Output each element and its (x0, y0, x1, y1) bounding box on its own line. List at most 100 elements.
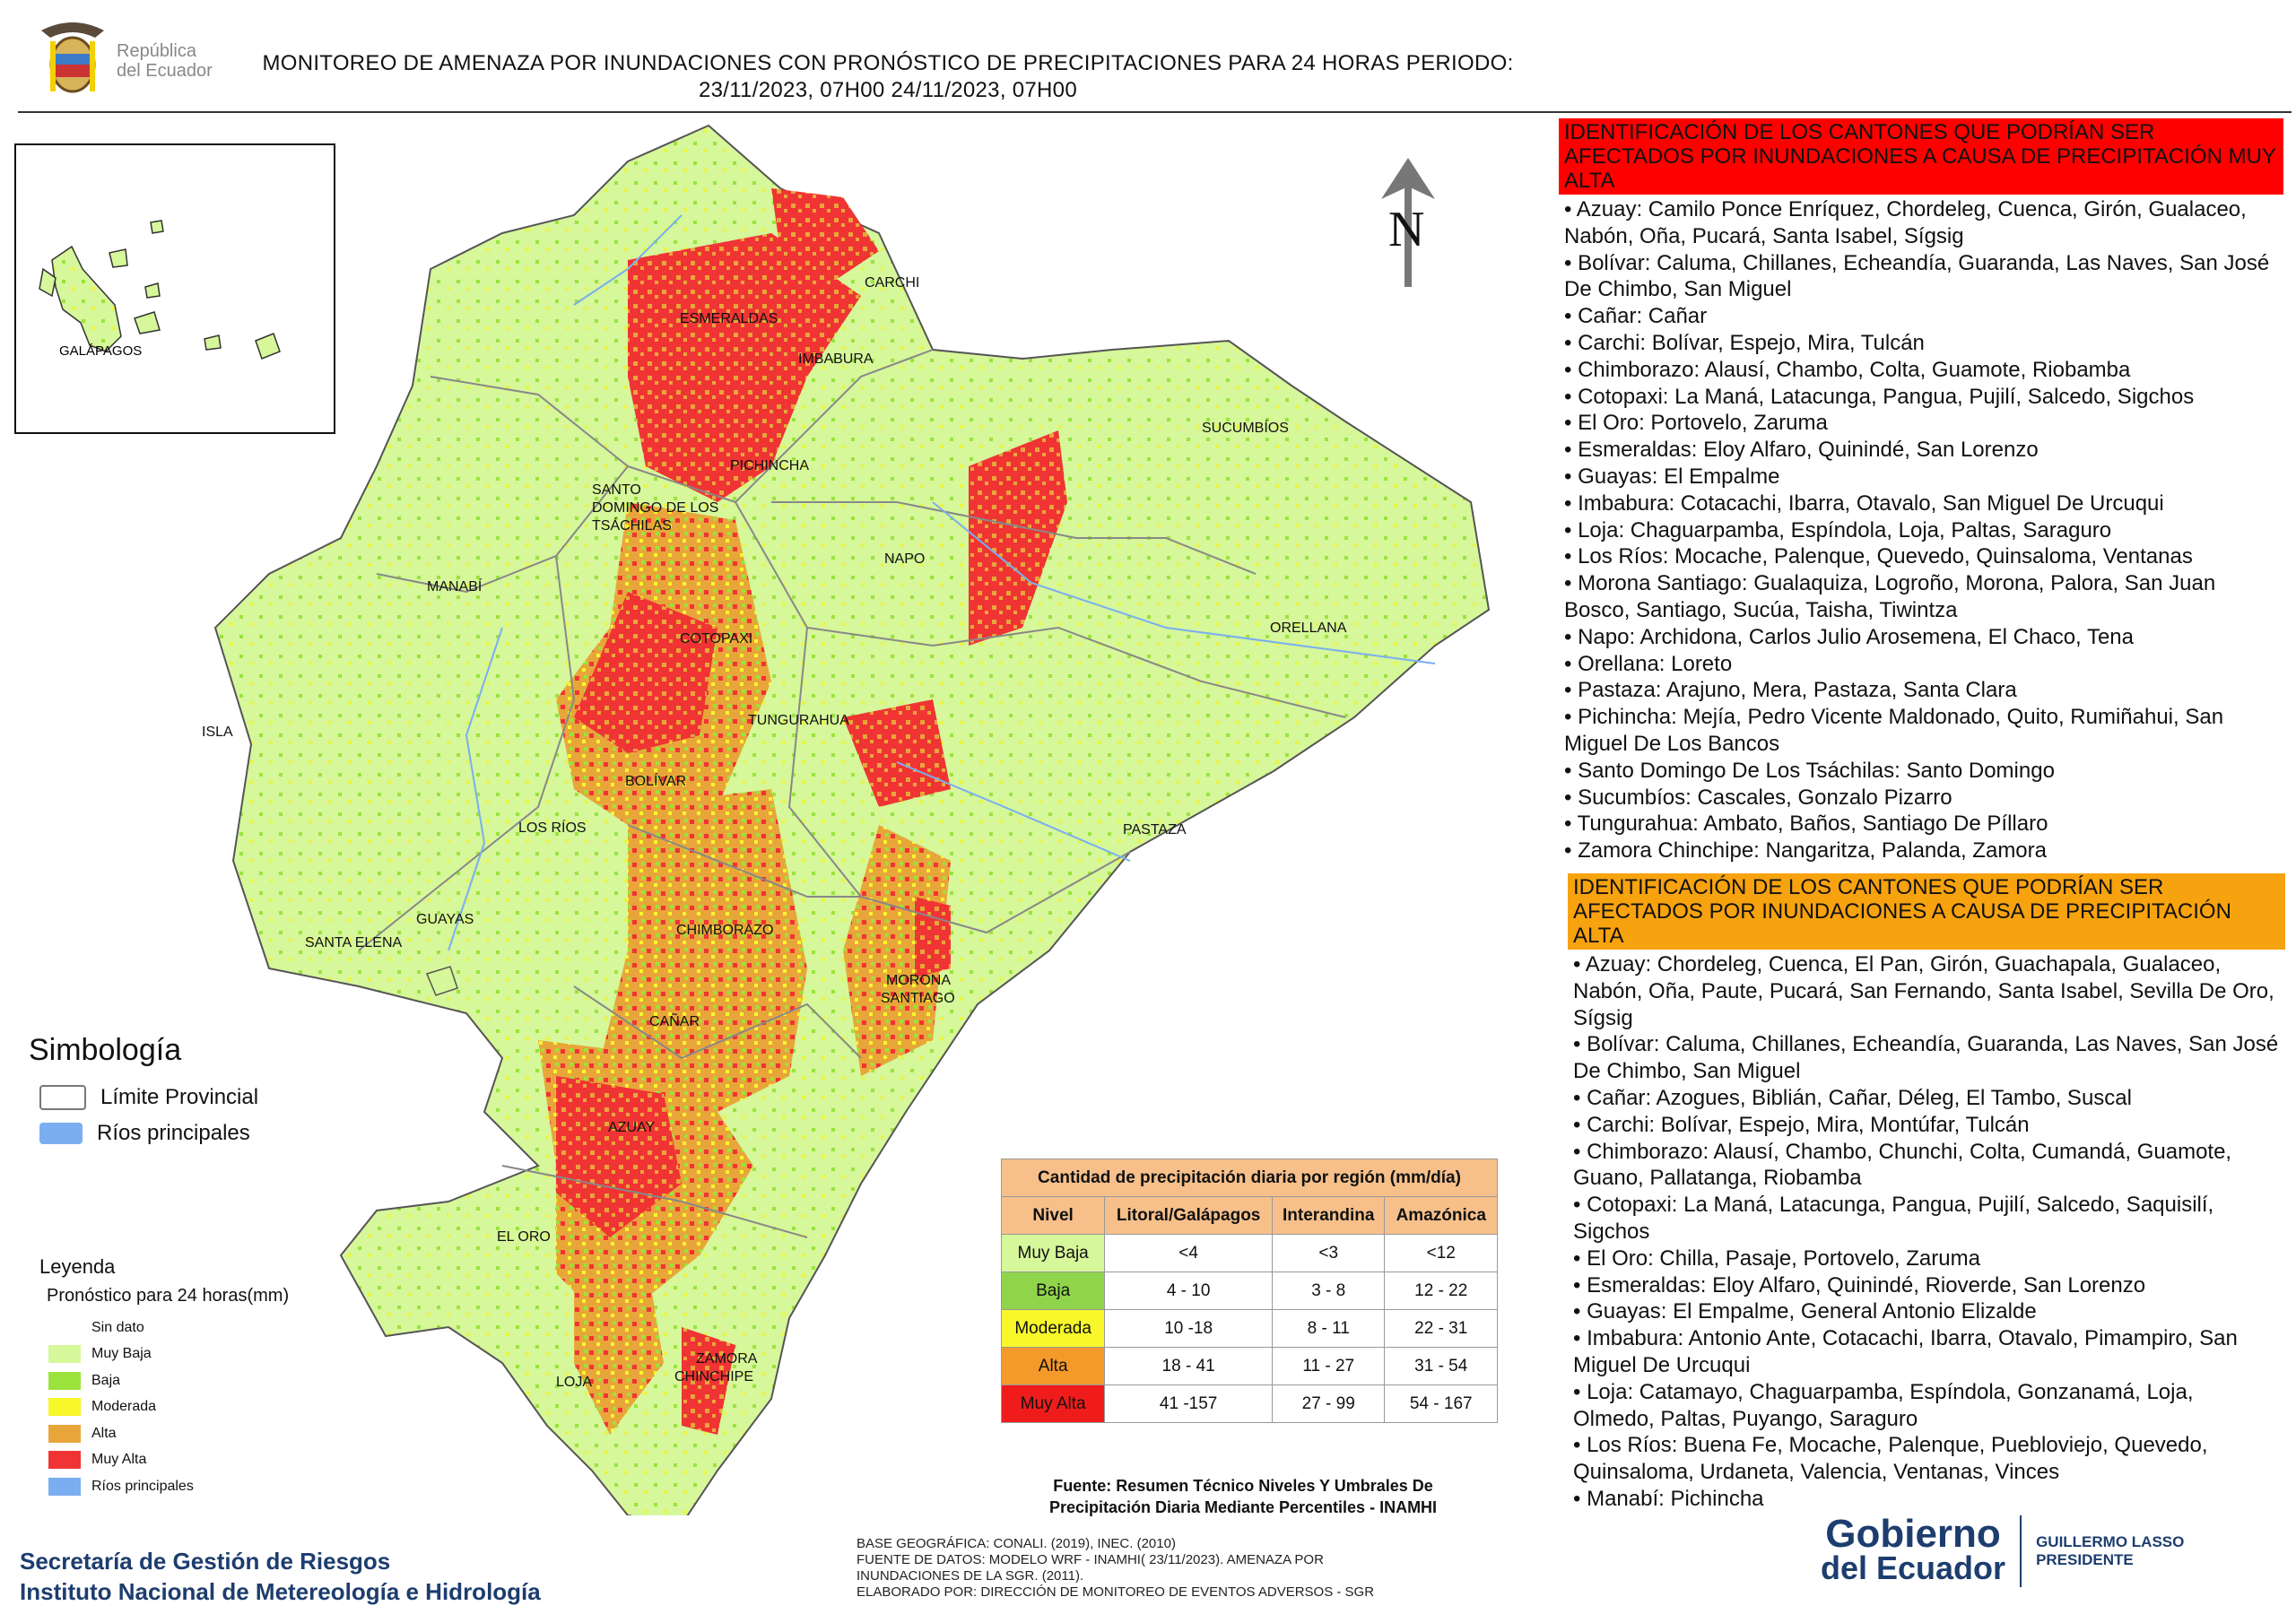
label-manabi: MANABÍ (427, 577, 483, 595)
simbologia-list: Límite Provincial Ríos principales (39, 1080, 258, 1151)
label-loja: LOJA (556, 1375, 592, 1390)
canton-list-item: • Sucumbíos: Cascales, Gonzalo Pizarro (1564, 785, 1952, 810)
label-napo: NAPO (884, 551, 925, 567)
canton-list-item: • Tungurahua: Ambato, Baños, Santiago De… (1564, 812, 2048, 837)
president-name: GUILLERMO LASSO (2036, 1533, 2185, 1550)
canton-list-item: • Carchi: Bolívar, Espejo, Mira, Tulcán (1564, 330, 1925, 355)
label-carchi: CARCHI (865, 275, 919, 291)
inset-label: GALÁPAGOS (59, 343, 142, 359)
table-cell-nivel: Muy Alta (1000, 1384, 1106, 1423)
footer-source-4: ELABORADO POR: DIRECCIÓN DE MONITOREO DE… (857, 1584, 1375, 1600)
title-line-1: MONITOREO DE AMENAZA POR INUNDACIONES CO… (262, 51, 1514, 75)
table-cell-amazonica: 31 - 54 (1384, 1347, 1498, 1385)
canton-list-item: • Esmeraldas: Eloy Alfaro, Quinindé, San… (1564, 438, 2039, 463)
label-pichincha: PICHINCHA (730, 458, 809, 473)
canton-list-item: • Cañar: Cañar (1564, 304, 1708, 329)
canton-list-item: • Loja: Chaguarpamba, Espíndola, Loja, P… (1564, 517, 2112, 542)
table-row: Muy Alta 41 -157 27 - 99 54 - 167 (1000, 1384, 1498, 1423)
leyenda-item: Baja (48, 1367, 194, 1394)
table-header-amazonica: Amazónica (1384, 1196, 1498, 1235)
canton-list-item: • Zamora Chinchipe: Nangaritza, Palanda,… (1564, 838, 2047, 864)
canton-list-item: • Orellana: Loreto (1564, 651, 1733, 676)
canton-list-item: • Cañar: Azogues, Biblián, Cañar, Déleg,… (1573, 1085, 2132, 1110)
leyenda-swatch (48, 1371, 81, 1390)
table-cell-amazonica: 54 - 167 (1384, 1384, 1498, 1423)
leyenda-swatch (48, 1398, 81, 1417)
leyenda-swatch (48, 1345, 81, 1364)
table-cell-amazonica: 12 - 22 (1384, 1271, 1498, 1310)
canton-list-item: • Esmeraldas: Eloy Alfaro, Quinindé, Rio… (1573, 1272, 2146, 1298)
alta-panel: IDENTIFICACIÓN DE LOS CANTONES QUE PODRÍ… (1568, 873, 2285, 1515)
leyenda-swatch (48, 1477, 81, 1496)
label-santo-domingo-2: DOMINGO DE LOS (592, 500, 718, 516)
alta-list: • Azuay: Chordeleg, Cuenca, El Pan, Giró… (1568, 950, 2285, 1515)
label-santa-elena: SANTA ELENA (305, 935, 403, 950)
leyenda-label: Muy Alta (91, 1452, 147, 1468)
president-title: PRESIDENTE (2036, 1551, 2134, 1568)
canton-list-item: • Guayas: El Empalme, General Antonio El… (1573, 1299, 2037, 1324)
canton-list-item: • Chimborazo: Alausí, Chambo, Chunchi, C… (1573, 1139, 2232, 1191)
leyenda-label: Ríos principales (91, 1478, 194, 1494)
precip-alta-loja (574, 1237, 664, 1435)
precip-muy-alta-tungurahua (843, 699, 951, 807)
leyenda-label: Alta (91, 1425, 117, 1441)
canton-list-item: • Loja: Catamayo, Chaguarpamba, Espíndol… (1573, 1379, 2194, 1431)
table-cell-nivel: Moderada (1000, 1309, 1106, 1348)
table-cell-nivel: Muy Baja (1000, 1234, 1106, 1272)
canton-list-item: • Napo: Archidona, Carlos Julio Arosemen… (1564, 624, 2134, 649)
label-tungurahua: TUNGURAHUA (748, 713, 849, 728)
table-row: Muy Baja <4 <3 <12 (1000, 1234, 1498, 1272)
leyenda-item: Muy Baja (48, 1341, 194, 1368)
label-sucumbios: SUCUMBÍOS (1202, 419, 1289, 436)
table-cell-interandina: 11 - 27 (1271, 1347, 1386, 1385)
table-source-line-1: Fuente: Resumen Técnico Niveles Y Umbral… (1053, 1477, 1433, 1495)
precip-muy-alta-azuay (556, 1076, 682, 1237)
simbologia-label: Límite Provincial (100, 1085, 259, 1109)
gobierno-logo: Gobierno del Ecuador GUILLERMO LASSO PRE… (1821, 1515, 2184, 1587)
table-header-nivel: Nivel (1000, 1196, 1106, 1235)
canton-list-item: • Bolívar: Caluma, Chillanes, Echeandía,… (1573, 1032, 2279, 1084)
precip-muy-alta-north (628, 233, 861, 502)
canton-list-item: • Pichincha: Mejía, Pedro Vicente Maldon… (1564, 705, 2224, 756)
leyenda-label: Sin dato (91, 1319, 144, 1335)
table-header-litoral: Litoral/Galápagos (1104, 1196, 1273, 1235)
canton-list-item: • Imbabura: Cotacachi, Ibarra, Otavalo, … (1564, 490, 2164, 516)
table-header-interandina: Interandina (1271, 1196, 1386, 1235)
precip-muy-alta-carchi (771, 188, 879, 287)
muy-alta-list: • Azuay: Camilo Ponce Enríquez, Chordele… (1559, 195, 2283, 866)
ecuador-coat-of-arms-icon (41, 22, 104, 93)
table-cell-nivel: Baja (1000, 1271, 1106, 1310)
rios-swatch (39, 1123, 83, 1144)
isla-puna (425, 966, 458, 996)
table-source: Fuente: Resumen Técnico Niveles Y Umbral… (1001, 1475, 1485, 1518)
canton-list-item: • El Oro: Portovelo, Zaruma (1564, 411, 1828, 436)
gobierno-wordmark: Gobierno del Ecuador (1821, 1512, 2005, 1585)
leyenda-swatch (48, 1451, 81, 1470)
leyenda-item: Muy Alta (48, 1447, 194, 1474)
gobierno-word-1: Gobierno (1825, 1512, 2001, 1556)
leyenda-item: Ríos principales (48, 1473, 194, 1500)
provincial-borders (358, 349, 1346, 1238)
label-zamora-2: CHINCHIPE (674, 1369, 753, 1384)
title-line-2: 23/11/2023, 07H00 24/11/2023, 07H00 (699, 78, 1077, 102)
leyenda-label: Moderada (91, 1399, 157, 1415)
province-labels: ESMERALDAS CARCHI IMBABURA SUCUMBÍOS PIC… (202, 275, 1347, 1390)
leyenda-item: Alta (48, 1420, 194, 1447)
precip-muy-alta-napo (969, 430, 1067, 646)
leyenda-swatch (48, 1424, 81, 1443)
precip-muy-alta-cotopaxi (574, 592, 718, 753)
muy-alta-panel: IDENTIFICACIÓN DE LOS CANTONES QUE PODRÍ… (1559, 118, 2283, 866)
canton-list-item: • Chimborazo: Alausí, Chambo, Colta, Gua… (1564, 357, 2131, 382)
leyenda-list: Sin dato Muy Baja Baja Moderada Alta Muy Alta… (48, 1315, 194, 1500)
ecuador-map: GALÁPAGOS (14, 124, 1491, 1515)
label-zamora-1: ZAMORA (696, 1351, 758, 1367)
table-cell-litoral: <4 (1104, 1234, 1273, 1272)
leyenda-subtitle: Pronóstico para 24 horas(mm) (47, 1286, 290, 1306)
leyenda-label: Muy Baja (91, 1346, 152, 1362)
precip-muy-alta-morona (915, 897, 951, 977)
table-cell-litoral: 4 - 10 (1104, 1271, 1273, 1310)
canton-list-item: • Los Ríos: Mocache, Palenque, Quevedo, … (1564, 544, 2193, 569)
precip-alta-morona (843, 825, 951, 1076)
canton-list-item: • Bolívar: Caluma, Chillanes, Echeandía,… (1564, 250, 2270, 302)
label-pastaza: PASTAZA (1123, 822, 1187, 838)
